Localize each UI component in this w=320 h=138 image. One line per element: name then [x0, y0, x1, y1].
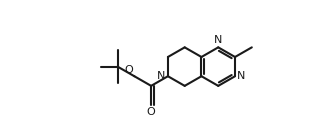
- Text: O: O: [125, 65, 133, 75]
- Text: N: N: [157, 71, 165, 81]
- Text: O: O: [147, 107, 156, 117]
- Text: N: N: [237, 71, 246, 81]
- Text: N: N: [214, 35, 222, 45]
